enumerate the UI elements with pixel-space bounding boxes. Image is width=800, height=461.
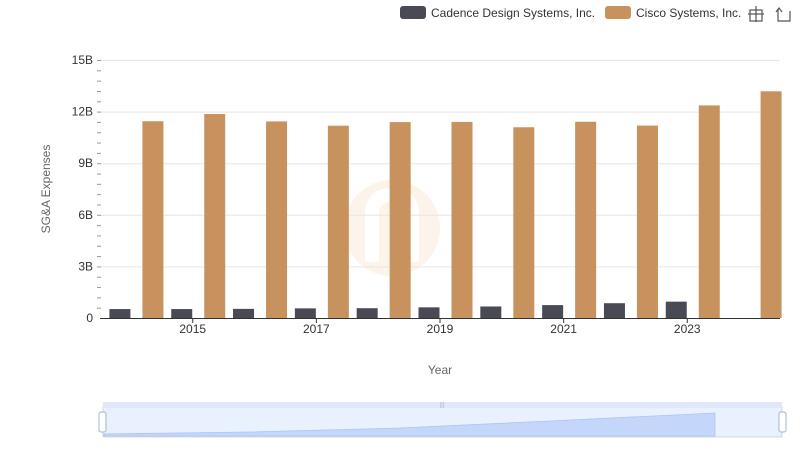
slider-handle-right[interactable] bbox=[778, 411, 787, 433]
legend-label-cadence: Cadence Design Systems, Inc. bbox=[431, 6, 595, 20]
x-axis-tick-labels: 2015 2017 2019 2021 2023 bbox=[179, 318, 701, 336]
x-tick-label: 2023 bbox=[674, 322, 701, 336]
slider-top-bar[interactable] bbox=[103, 402, 782, 408]
bar-cadence-2017[interactable] bbox=[294, 308, 316, 318]
bar-cadence-2021[interactable] bbox=[542, 305, 564, 318]
bar-cadence-2015[interactable] bbox=[171, 309, 193, 318]
bar-cadence-2019[interactable] bbox=[418, 307, 440, 318]
bars bbox=[109, 91, 782, 319]
bar-cisco-2024[interactable] bbox=[760, 91, 782, 318]
bar-cisco-2014[interactable] bbox=[142, 121, 164, 318]
legend-item-cisco[interactable]: Cisco Systems, Inc. bbox=[605, 6, 741, 20]
y-tick-label: 15B bbox=[72, 53, 93, 67]
y-tick-label: 0 bbox=[86, 311, 93, 325]
y-tick-label: 3B bbox=[78, 259, 93, 273]
bar-cadence-2023[interactable] bbox=[665, 301, 687, 318]
bar-cisco-2017[interactable] bbox=[327, 125, 349, 318]
y-axis-tick-labels: 0 3B 6B 9B 12B 15B bbox=[72, 53, 94, 325]
y-axis-title: SG&A Expenses bbox=[39, 145, 53, 234]
x-tick-label: 2015 bbox=[179, 322, 206, 336]
bar-cadence-2016[interactable] bbox=[233, 308, 255, 318]
slider-drag-grip[interactable]: ||| bbox=[440, 403, 445, 409]
slider-handle-left[interactable] bbox=[98, 411, 107, 433]
x-tick-label: 2017 bbox=[303, 322, 330, 336]
legend: Cadence Design Systems, Inc. Cisco Syste… bbox=[400, 6, 741, 20]
y-tick-label: 9B bbox=[78, 156, 93, 170]
bar-cadence-2014[interactable] bbox=[109, 309, 131, 318]
y-minor-ticks bbox=[97, 60, 101, 309]
data-zoom-slider[interactable]: ||| bbox=[98, 402, 787, 438]
restore-icon[interactable] bbox=[775, 7, 791, 22]
legend-swatch-cisco bbox=[605, 6, 631, 19]
slider-preview-area bbox=[103, 412, 716, 437]
bar-cisco-2016[interactable] bbox=[266, 121, 288, 319]
y-tick-label: 6B bbox=[78, 208, 93, 222]
y-tick-label: 12B bbox=[72, 105, 93, 119]
legend-swatch-cadence bbox=[400, 6, 426, 19]
slider-selection[interactable] bbox=[103, 407, 782, 437]
x-tick-label: 2021 bbox=[550, 322, 577, 336]
bar-cadence-2022[interactable] bbox=[603, 303, 625, 318]
legend-label-cisco: Cisco Systems, Inc. bbox=[636, 6, 741, 20]
legend-item-cadence[interactable]: Cadence Design Systems, Inc. bbox=[400, 6, 595, 20]
bar-cisco-2023[interactable] bbox=[698, 105, 720, 318]
x-tick-label: 2019 bbox=[427, 322, 454, 336]
x-axis-title: Year bbox=[428, 363, 452, 377]
bar-cadence-2018[interactable] bbox=[356, 308, 378, 318]
zoom-rect-icon[interactable] bbox=[748, 6, 764, 22]
bar-cisco-2019[interactable] bbox=[451, 121, 473, 318]
grid-lines bbox=[100, 60, 780, 268]
bar-cisco-2021[interactable] bbox=[575, 121, 597, 318]
bar-cisco-2022[interactable] bbox=[636, 125, 658, 318]
bar-cisco-2020[interactable] bbox=[513, 127, 535, 318]
bar-cisco-2018[interactable] bbox=[389, 122, 411, 318]
bar-cisco-2015[interactable] bbox=[204, 114, 226, 318]
bar-cadence-2020[interactable] bbox=[480, 306, 502, 318]
